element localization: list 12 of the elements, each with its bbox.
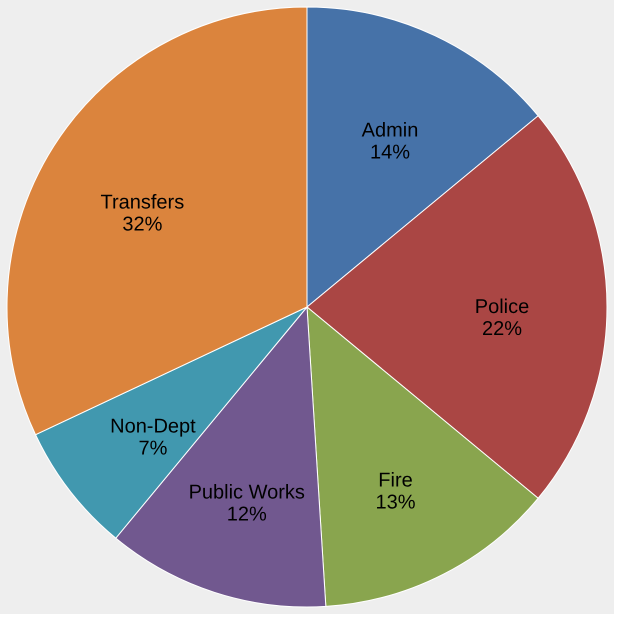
data-label: 7%: [138, 438, 168, 460]
data-label: 32%: [122, 214, 163, 236]
slice-label: Non-Dept: [110, 416, 196, 438]
slice-label: Public Works: [188, 481, 305, 504]
data-label: 22%: [482, 318, 522, 340]
slice-label: Admin: [362, 120, 418, 142]
data-label: 12%: [226, 503, 267, 526]
data-label: 13%: [376, 492, 416, 514]
slice-label: Police: [474, 296, 530, 318]
slice-label: Transfers: [100, 192, 184, 214]
slice-label: Fire: [378, 470, 413, 492]
data-label: 14%: [370, 142, 410, 164]
